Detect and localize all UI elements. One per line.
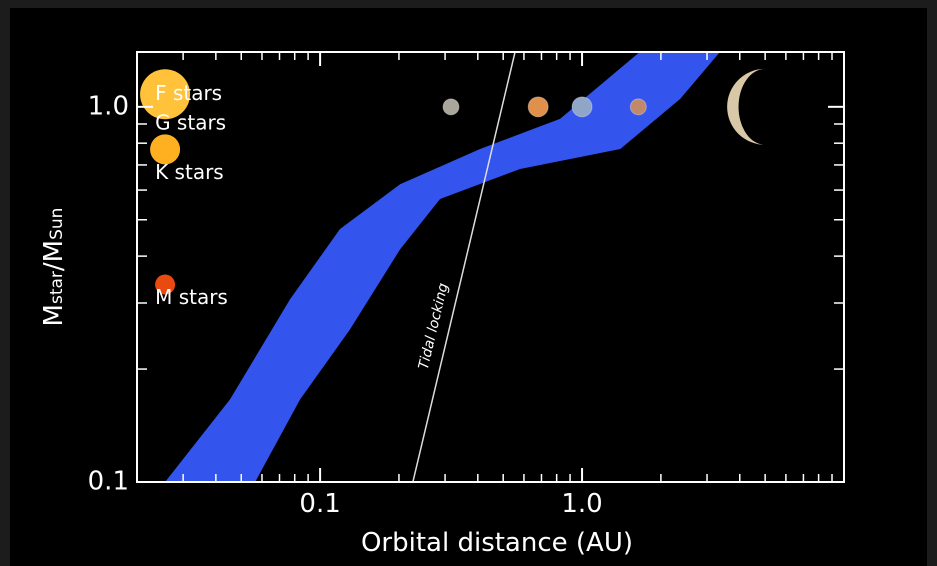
x-tick-label: 0.1: [299, 489, 340, 519]
star: [155, 274, 176, 295]
planet: [442, 98, 460, 116]
star: [150, 134, 181, 165]
star-label: G stars: [155, 110, 226, 134]
y-axis-label: Mstar/MSun: [39, 208, 69, 327]
y-label-part: M: [39, 304, 69, 326]
x-axis-label: Orbital distance (AU): [361, 528, 633, 558]
star-label: M stars: [155, 285, 228, 309]
planet: [571, 96, 593, 118]
y-label-part: /M: [39, 240, 69, 271]
y-tick-label: 1.0: [88, 91, 129, 121]
star-label: K stars: [155, 160, 224, 184]
planet: [527, 96, 549, 118]
x-tick-label: 1.0: [561, 489, 602, 519]
tidal-line: [412, 52, 516, 482]
habitable-band: [165, 52, 720, 482]
star-label: F stars: [155, 81, 222, 105]
y-tick-label: 0.1: [88, 467, 129, 497]
planet: [727, 68, 766, 145]
planet: [629, 98, 647, 116]
y-label-part: star: [47, 271, 67, 304]
plot-frame: [136, 51, 845, 483]
y-label-part: Sun: [47, 208, 67, 240]
